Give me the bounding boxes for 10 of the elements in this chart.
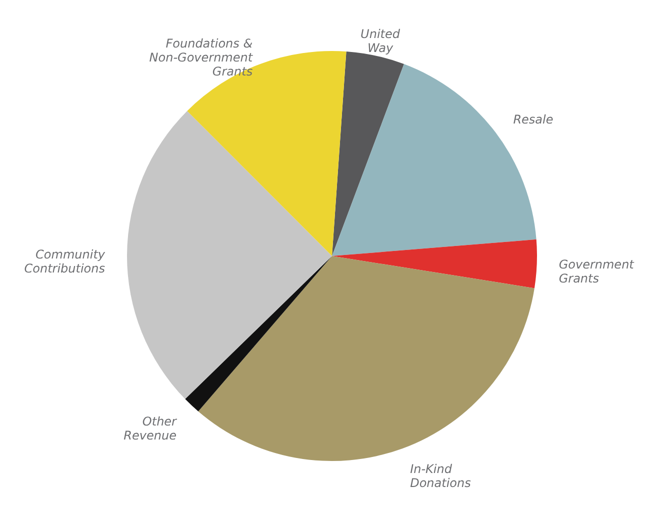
slice-label: Community Contributions	[24, 247, 106, 276]
slice-label: Government Grants	[558, 258, 636, 286]
pie-slice	[127, 110, 332, 400]
pie-slice	[332, 239, 537, 288]
pie-slice	[185, 256, 332, 412]
slice-label: In-Kind Donations	[410, 462, 471, 490]
slice-label: Resale	[513, 112, 554, 126]
slice-label: United Way	[360, 27, 400, 56]
slice-label: Other Revenue	[124, 414, 178, 442]
pie-slice	[198, 256, 534, 461]
